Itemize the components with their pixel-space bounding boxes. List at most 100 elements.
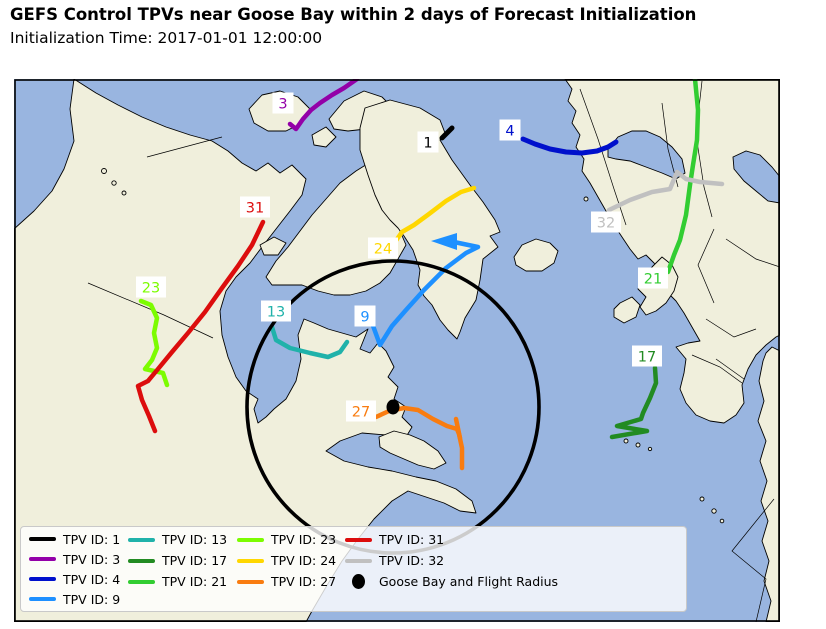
track-label-box <box>417 131 439 153</box>
legend-item-tpv-id-1: TPV ID: 1 <box>27 529 126 549</box>
track-line-icon <box>237 558 264 563</box>
land-north-america <box>13 78 477 623</box>
tpv-track-13 <box>269 324 350 360</box>
land-islet <box>121 190 127 196</box>
tpv-track-4 <box>520 136 619 156</box>
tpv-track-27-tick <box>453 416 463 441</box>
legend-label: TPV ID: 23 <box>271 532 337 547</box>
legend: TPV ID: 1 TPV ID: 3 TPV ID: 4 TPV ID: 9 TPV … <box>20 526 687 612</box>
legend-column-3: TPV ID: 23 TPV ID: 24 TPV ID: 27 <box>235 529 343 609</box>
legend-marker <box>128 537 155 542</box>
political-borders <box>87 80 781 623</box>
track-label-31: 31 <box>240 196 270 218</box>
track-label-text: 3 <box>278 97 287 113</box>
legend-item-tpv-id-13: TPV ID: 13 <box>126 529 235 550</box>
track-label-box <box>261 300 291 322</box>
track-label-13: 13 <box>261 300 291 322</box>
track-label-box <box>346 400 376 422</box>
legend-label: TPV ID: 1 <box>63 531 121 547</box>
land-islet <box>101 168 107 174</box>
track-label-9: 9 <box>354 305 376 327</box>
legend-column-4: TPV ID: 31 TPV ID: 32 Goose Bay and Flight… <box>343 529 558 609</box>
legend-item-tpv-id-3: TPV ID: 3 <box>27 549 126 569</box>
tpv-track-3 <box>287 76 360 132</box>
track-label-27: 27 <box>346 400 376 422</box>
track-label-24: 24 <box>368 237 398 259</box>
legend-marker <box>128 558 155 563</box>
track-line-icon <box>29 537 56 541</box>
track-label-3: 3 <box>272 92 294 114</box>
tpv-track-9-arrowhead <box>431 233 457 250</box>
legend-item-tpv-id-4: TPV ID: 4 <box>27 569 126 589</box>
land-geography <box>13 78 781 623</box>
legend-column-1: TPV ID: 1 TPV ID: 3 TPV ID: 4 TPV ID: 9 <box>27 529 126 609</box>
legend-column-2: TPV ID: 13 TPV ID: 17 TPV ID: 21 <box>126 529 235 609</box>
track-label-text: 21 <box>644 272 662 288</box>
legend-label: TPV ID: 32 <box>379 553 445 568</box>
track-label-text: 24 <box>374 242 392 258</box>
track-label-4: 4 <box>499 119 521 141</box>
legend-item-tpv-id-17: TPV ID: 17 <box>126 550 235 571</box>
land-islet <box>111 180 117 186</box>
track-line-icon <box>29 597 56 601</box>
legend-item-tpv-id-9: TPV ID: 9 <box>27 589 126 609</box>
track-label-box <box>354 305 376 327</box>
legend-marker <box>29 597 56 601</box>
track-label-1: 1 <box>417 131 439 153</box>
legend-marker <box>237 537 264 542</box>
track-label-text: 31 <box>246 201 264 217</box>
legend-item-tpv-id-32: TPV ID: 32 <box>343 550 558 571</box>
legend-label: TPV ID: 4 <box>63 571 121 587</box>
land-ireland <box>613 296 641 324</box>
track-label-text: 4 <box>505 124 514 140</box>
legend-item-tpv-id-31: TPV ID: 31 <box>343 529 558 550</box>
legend-label: Goose Bay and Flight Radius <box>379 574 559 589</box>
land-islet <box>623 438 629 444</box>
track-label-23: 23 <box>136 276 166 298</box>
tpv-track-21 <box>665 76 701 275</box>
legend-marker <box>345 537 372 542</box>
land-southampton-island <box>259 236 287 256</box>
legend-marker <box>237 579 264 584</box>
track-label-box <box>632 345 662 367</box>
land-islet <box>719 518 725 524</box>
track-line-icon <box>237 537 264 542</box>
legend-label: TPV ID: 27 <box>271 574 337 589</box>
legend-label: TPV ID: 3 <box>63 551 121 567</box>
land-islet <box>583 196 589 202</box>
track-label-32: 32 <box>591 211 621 233</box>
legend-item-goose-bay-and-flight-radius: Goose Bay and Flight Radius <box>343 571 558 592</box>
track-label-box <box>368 237 398 259</box>
tpv-track-9 <box>369 239 481 348</box>
legend-item-tpv-id-23: TPV ID: 23 <box>235 529 343 550</box>
track-label-box <box>638 267 668 289</box>
goose-bay-dot-icon <box>345 574 372 589</box>
legend-item-tpv-id-21: TPV ID: 21 <box>126 571 235 592</box>
track-label-text: 32 <box>597 216 615 232</box>
track-label-text: 27 <box>352 405 370 421</box>
goose-bay-marker <box>386 399 400 415</box>
track-label-17: 17 <box>632 345 662 367</box>
land-iceland <box>513 238 559 272</box>
legend-marker <box>345 558 372 563</box>
land-newfoundland <box>378 430 447 470</box>
land-islet <box>635 442 641 448</box>
map-frame <box>14 79 780 622</box>
tpv-track-32 <box>606 169 725 213</box>
legend-marker <box>352 574 365 589</box>
figure-title: GEFS Control TPVs near Goose Bay within … <box>10 5 697 24</box>
legend-label: TPV ID: 13 <box>162 532 228 547</box>
track-line-icon <box>345 558 372 563</box>
track-line-icon <box>237 579 264 584</box>
track-label-box <box>272 92 294 114</box>
legend-marker <box>237 558 264 563</box>
track-label-box <box>136 276 166 298</box>
track-label-box <box>591 211 621 233</box>
track-label-box <box>240 196 270 218</box>
track-label-text: 9 <box>360 310 369 326</box>
land-europe <box>564 78 781 424</box>
initialization-time: Initialization Time: 2017-01-01 12:00:00 <box>10 29 323 47</box>
legend-label: TPV ID: 17 <box>162 553 228 568</box>
legend-label: TPV ID: 24 <box>271 553 337 568</box>
